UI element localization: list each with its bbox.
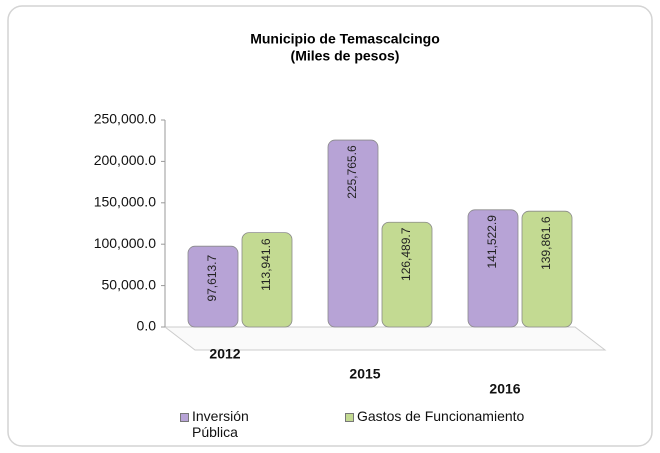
value-label: 225,765.6 — [345, 145, 359, 199]
legend-label: Gastos de Funcionamiento — [357, 408, 525, 424]
bar — [187, 245, 239, 328]
legend-swatch — [345, 413, 354, 422]
x-tick-label: 2015 — [349, 366, 380, 382]
legend: Inversión Pública Gastos de Funcionamient… — [180, 408, 524, 440]
bar — [521, 210, 573, 328]
chart-title: Municipio de Temascalcingo — [250, 31, 440, 47]
y-tick-label: 50,000.0 — [102, 276, 157, 292]
legend-swatch — [180, 413, 189, 422]
floor — [163, 326, 607, 351]
legend-item: Gastos de Funcionamiento — [345, 408, 524, 440]
bar — [381, 221, 433, 328]
chart-subtitle: (Miles de pesos) — [291, 48, 400, 64]
value-label: 97,613.7 — [205, 254, 219, 301]
value-label: 126,489.7 — [399, 227, 413, 281]
y-tick-label: 200,000.0 — [94, 152, 156, 168]
legend-label: Inversión Pública — [192, 408, 249, 440]
bar — [467, 209, 519, 328]
x-tick-label: 2012 — [209, 346, 240, 362]
value-label: 113,941.6 — [259, 238, 273, 291]
value-label: 141,522.9 — [485, 215, 499, 269]
bar — [241, 232, 293, 328]
y-tick-label: 150,000.0 — [94, 194, 156, 210]
value-label: 139,861.6 — [539, 216, 553, 270]
legend-item: Inversión Pública — [180, 408, 275, 440]
x-tick-label: 2016 — [489, 381, 520, 397]
y-tick-label: 0.0 — [137, 318, 157, 334]
y-tick-label: 100,000.0 — [94, 235, 156, 251]
bar — [327, 139, 379, 328]
y-tick-label: 250,000.0 — [94, 111, 156, 127]
